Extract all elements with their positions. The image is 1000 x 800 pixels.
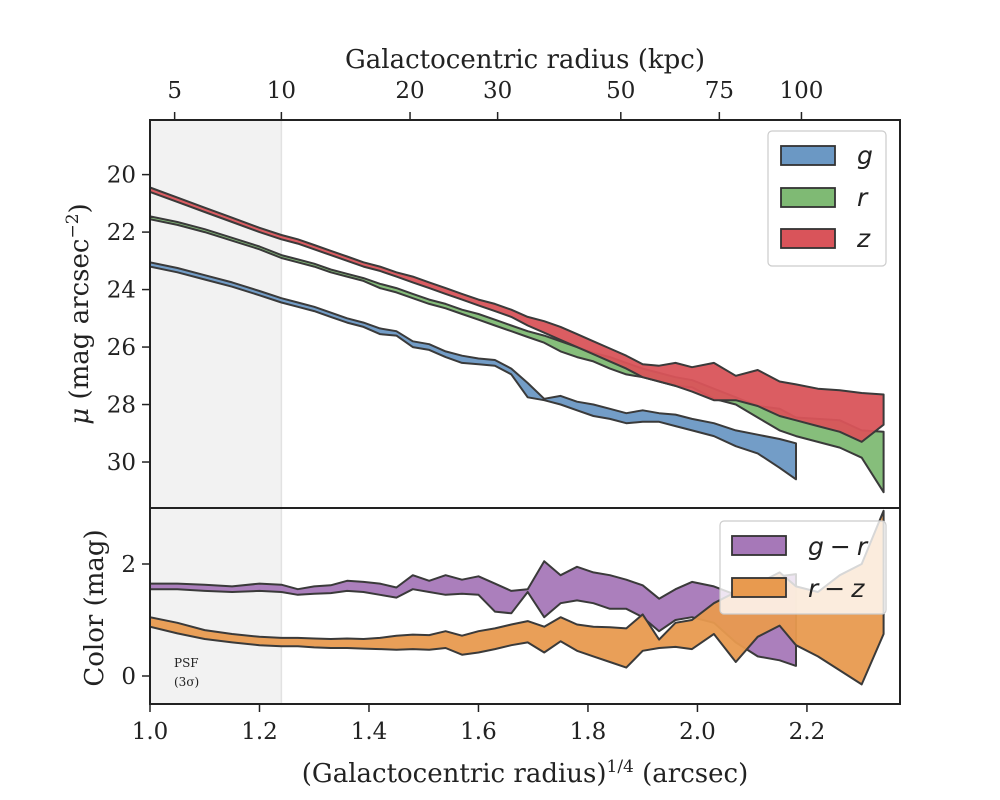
top-bands bbox=[150, 186, 885, 494]
legend-swatch-z bbox=[780, 228, 836, 249]
legend-swatch-r bbox=[780, 187, 836, 208]
psf-label-line2: (3σ) bbox=[174, 675, 199, 689]
top-kpc-tick-label: 100 bbox=[780, 78, 824, 104]
top-psf-shade bbox=[150, 120, 282, 508]
band-r bbox=[150, 215, 885, 494]
top-y-axis-label: μ (mag arcsec−2) bbox=[63, 203, 95, 424]
top-y-tick-label: 22 bbox=[107, 220, 136, 246]
x-tick-label: 2.0 bbox=[679, 719, 716, 745]
x-tick-label: 1.6 bbox=[460, 719, 497, 745]
top-axis-title: Galactocentric radius (kpc) bbox=[345, 45, 705, 75]
top-kpc-tick-label: 30 bbox=[483, 78, 512, 104]
top-kpc-tick-label: 5 bbox=[167, 78, 182, 104]
top-kpc-tick-label: 75 bbox=[705, 78, 734, 104]
band-g bbox=[150, 261, 797, 481]
top-legend: g r z bbox=[767, 130, 887, 267]
top-y-tick-label: 26 bbox=[107, 335, 136, 361]
bottom-legend: g − r r − z bbox=[719, 520, 887, 615]
bottom-x-ticks: 1.0 1.2 1.4 1.6 1.8 2.0 2.2 bbox=[132, 704, 826, 745]
top-kpc-tick-label: 20 bbox=[395, 78, 424, 104]
top-y-tick-label: 24 bbox=[107, 278, 136, 304]
top-y-tick-label: 28 bbox=[107, 393, 136, 419]
bottom-y-ticks: 02 bbox=[121, 552, 150, 690]
legend-label-r: r bbox=[857, 183, 869, 212]
top-y-tick-label: 20 bbox=[107, 163, 136, 189]
top-y-ticks: 20 22 24 26 28 30 bbox=[107, 163, 150, 476]
legend-label-g-minus-r: g − r bbox=[808, 532, 869, 561]
x-tick-label: 1.8 bbox=[570, 719, 607, 745]
legend-label-r-minus-z: r − z bbox=[808, 574, 865, 603]
x-tick-label: 1.0 bbox=[132, 719, 169, 745]
top-panel: 20 22 24 26 28 30 5 10 20 30 50 75 100 Galactocentr… bbox=[63, 45, 901, 509]
x-axis-label: (Galactocentric radius)1/4 (arcsec) bbox=[302, 757, 748, 789]
legend-label-z: z bbox=[856, 224, 871, 253]
bottom-y-axis-label: Color (mag) bbox=[80, 529, 110, 686]
x-tick-label: 1.4 bbox=[351, 719, 388, 745]
top-kpc-tick-label: 50 bbox=[606, 78, 635, 104]
top-kpc-tick-label: 10 bbox=[267, 78, 296, 104]
band-z bbox=[150, 186, 885, 443]
legend-swatch-r-minus-z bbox=[731, 577, 787, 598]
top-y-tick-label: 30 bbox=[107, 450, 136, 476]
band-g-r bbox=[150, 560, 797, 667]
x-tick-label: 1.2 bbox=[241, 719, 278, 745]
bottom-panel: 02 1.0 1.2 1.4 1.6 1.8 2.0 2.2 PSF (3σ) Color … bbox=[80, 507, 901, 789]
psf-label-line1: PSF bbox=[174, 656, 199, 670]
bottom-bands bbox=[150, 509, 885, 686]
bottom-y-tick-label: 2 bbox=[121, 552, 136, 578]
legend-swatch-g bbox=[780, 145, 836, 166]
bottom-y-tick-label: 0 bbox=[121, 664, 136, 690]
legend-swatch-g-minus-r bbox=[731, 535, 787, 556]
x-tick-label: 2.2 bbox=[789, 719, 826, 745]
legend-label-g: g bbox=[857, 141, 873, 170]
band-r-z bbox=[150, 509, 885, 686]
bottom-panel-frame bbox=[149, 507, 901, 705]
bottom-psf-shade bbox=[150, 508, 282, 704]
top-x-axis-kpc-ticks: 5 10 20 30 50 75 100 bbox=[167, 78, 823, 120]
